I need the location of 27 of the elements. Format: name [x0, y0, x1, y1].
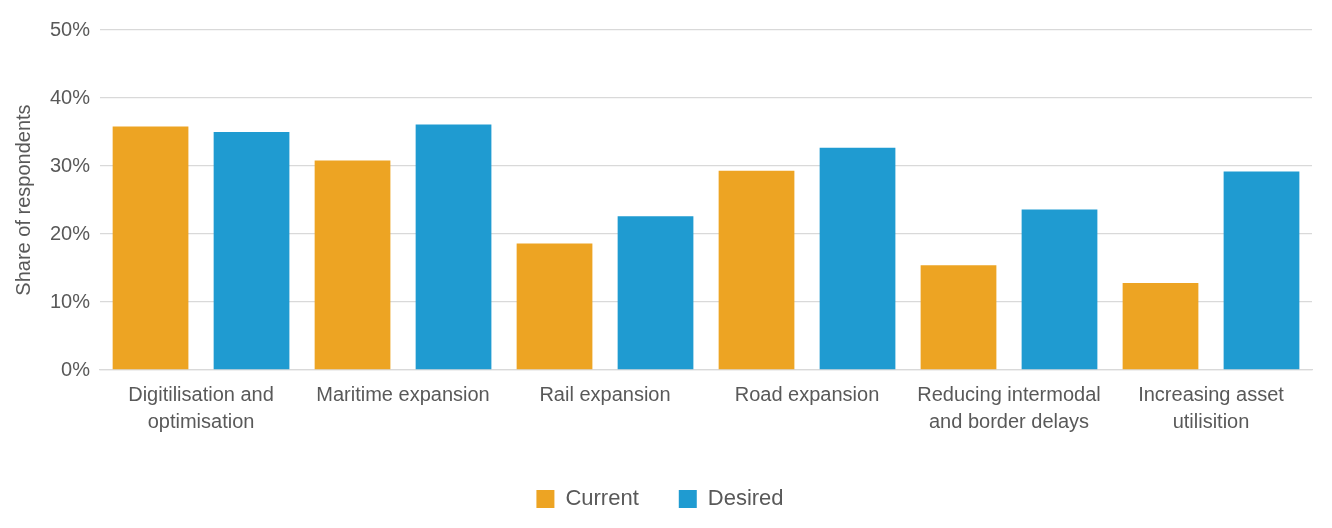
bar: [920, 265, 997, 370]
y-tick-label: 30%: [50, 153, 91, 176]
legend-label: Current: [565, 485, 639, 511]
x-tick-label: Rail expansion: [539, 383, 671, 406]
x-tick-label: Increasing asset utilisition: [1138, 383, 1285, 433]
bar: [617, 216, 694, 370]
bar: [213, 132, 290, 370]
y-tick-label: 10%: [50, 289, 91, 312]
y-tick-label: 40%: [50, 85, 91, 108]
bar: [415, 124, 492, 370]
y-tick-label: 50%: [50, 17, 91, 40]
x-tick-label: Digitilisation and optimisation: [128, 383, 274, 433]
bar: [1122, 282, 1199, 370]
bar: [112, 126, 189, 370]
bar: [314, 160, 391, 370]
y-axis-title: Share of respondents: [11, 104, 34, 296]
x-tick-label: Maritime expansion: [316, 383, 490, 406]
bar: [718, 170, 795, 370]
legend-label: Desired: [707, 485, 784, 511]
bar: [1021, 209, 1098, 370]
bar: [819, 147, 896, 370]
x-tick-label: Road expansion: [734, 383, 880, 406]
x-tick-label: Reducing intermodal and border delays: [917, 383, 1101, 433]
bar: [516, 243, 593, 370]
y-tick-label: 20%: [50, 221, 91, 244]
y-tick-label: 0%: [61, 357, 91, 380]
bar: [1223, 171, 1300, 370]
